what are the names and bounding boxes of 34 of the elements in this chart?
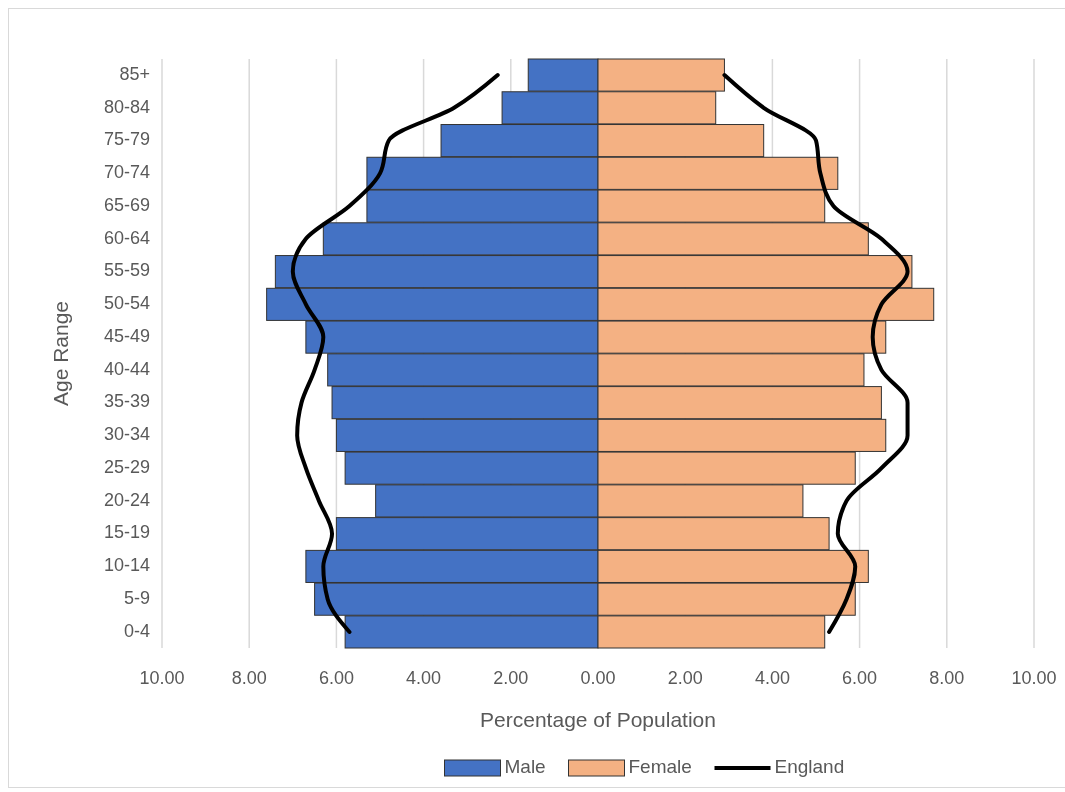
x-tick-label: 10.00 xyxy=(139,668,185,688)
y-tick-label: 20-24 xyxy=(103,489,150,510)
x-tick-label: 2.00 xyxy=(493,668,529,688)
y-tick-label: 70-74 xyxy=(103,162,150,183)
y-tick-label: 75-79 xyxy=(103,129,150,150)
y-tick-label: 30-34 xyxy=(103,424,150,445)
y-tick-label: 65-69 xyxy=(103,194,150,215)
x-tick-label: 10.00 xyxy=(1011,668,1057,688)
x-tick-label: 4.00 xyxy=(406,668,442,688)
x-tick-label: 0.00 xyxy=(580,668,616,688)
y-tick-label: 15-19 xyxy=(103,522,150,543)
y-tick-label: 40-44 xyxy=(103,358,150,379)
x-tick-label: 2.00 xyxy=(667,668,703,688)
x-tick-label: 8.00 xyxy=(231,668,267,688)
x-axis-title: Percentage of Population xyxy=(480,708,716,731)
y-tick-label: 10-14 xyxy=(103,555,150,576)
y-tick-label: 80-84 xyxy=(103,96,150,117)
legend-label: Male xyxy=(504,756,546,778)
y-tick-label: 60-64 xyxy=(103,227,150,248)
y-tick-label: 45-49 xyxy=(103,325,150,346)
y-tick-label: 35-39 xyxy=(103,391,150,412)
legend-label: England xyxy=(774,756,845,778)
x-tick-label: 4.00 xyxy=(754,668,790,688)
y-tick-label: 85+ xyxy=(119,63,150,84)
y-tick-label: 0-4 xyxy=(123,620,150,641)
y-tick-label: 50-54 xyxy=(103,293,150,314)
y-tick-label: 5-9 xyxy=(123,587,150,608)
x-tick-label: 8.00 xyxy=(929,668,965,688)
y-axis-title: Age Range xyxy=(49,300,72,407)
x-tick-label: 6.00 xyxy=(318,668,354,688)
y-tick-label: 25-29 xyxy=(103,456,150,477)
x-tick-label: 6.00 xyxy=(842,668,878,688)
legend-label: Female xyxy=(628,756,692,778)
y-tick-label: 55-59 xyxy=(103,260,150,281)
